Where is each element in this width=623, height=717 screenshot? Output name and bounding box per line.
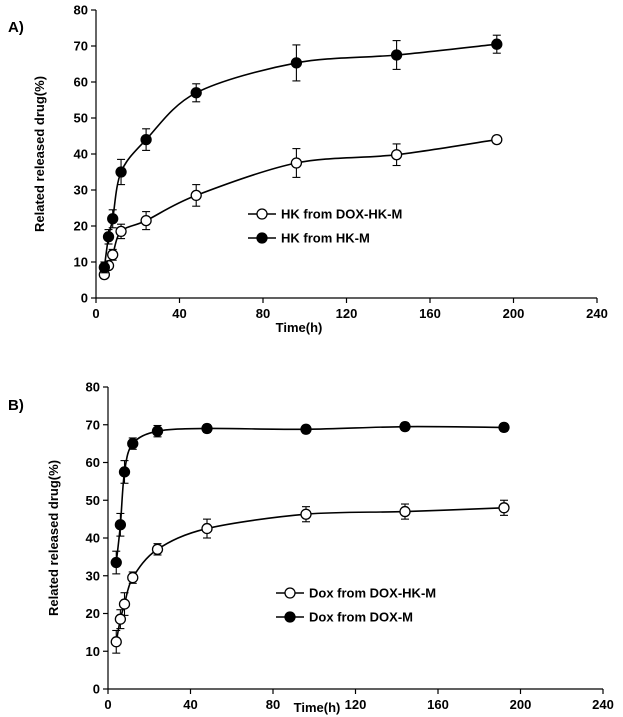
data-point [118,466,131,478]
data-point [201,422,213,435]
legend-marker [256,232,268,244]
data-point [115,225,127,238]
data-point [140,133,152,146]
data-point [102,231,115,243]
series-1 [110,499,510,654]
legend-label: HK from HK-M [281,231,370,246]
legend-label: HK from DOX-HK-M [281,207,402,222]
y-tick-label: 20 [74,219,88,234]
legend-marker [284,611,296,623]
data-point [491,38,503,50]
data-point [127,437,139,450]
x-axis-title: Time(h) [294,700,341,715]
data-point [127,571,139,584]
series-2 [98,34,503,274]
data-point [110,636,122,648]
x-tick-label: 160 [419,306,441,321]
data-point [140,214,152,227]
y-tick-label: 50 [74,111,88,126]
y-tick-label: 60 [74,75,88,90]
legend-label: Dox from DOX-HK-M [309,586,436,601]
y-tick-label: 70 [86,417,100,432]
x-tick-label: 40 [183,697,197,712]
data-point [114,519,127,531]
y-tick-label: 20 [86,606,100,621]
data-point [399,420,411,433]
y-tick-label: 80 [86,380,100,395]
y-tick-label: 10 [86,644,100,659]
panel-label: B) [8,397,24,414]
x-axis-title: Time(h) [276,320,323,335]
data-point [114,613,127,625]
y-tick-label: 0 [81,291,88,306]
panel-label: A) [8,19,24,36]
legend-item-1: HK from DOX-HK-M [248,207,402,222]
y-tick-label: 40 [74,147,88,162]
data-point [390,49,403,61]
x-tick-label: 80 [266,697,280,712]
series-2 [110,420,510,575]
y-tick-label: 30 [86,568,100,583]
y-tick-label: 10 [74,255,88,270]
y-tick-label: 40 [86,531,100,546]
data-point [190,189,202,202]
x-tick-label: 120 [345,697,367,712]
data-point [151,543,164,555]
legend-item-1: Dox from DOX-HK-M [276,586,436,601]
legend: Dox from DOX-HK-M Dox from DOX-M [276,586,436,625]
data-point [110,556,122,569]
data-point [115,166,127,178]
y-tick-label: 0 [93,682,100,697]
x-tick-label: 240 [592,697,614,712]
x-tick-label: 40 [172,306,186,321]
x-tick-label: 160 [427,697,449,712]
data-point [399,505,411,518]
data-point [300,423,312,435]
legend-marker [256,208,268,220]
data-point [201,522,213,535]
y-axis-title: Related released drug(%) [46,460,61,616]
legend-marker [284,587,296,599]
x-tick-label: 0 [92,306,99,321]
x-tick-label: 200 [510,697,532,712]
legend-label: Dox from DOX-M [309,610,413,625]
legend-item-2: Dox from DOX-M [276,610,413,625]
data-point [498,502,510,514]
data-point [390,149,403,161]
data-point [290,57,303,69]
legend: HK from DOX-HK-M HK from HK-M [248,207,402,246]
x-tick-label: 120 [336,306,358,321]
series-line [115,425,505,563]
y-axis-title: Related released drug(%) [32,76,47,232]
series-line [115,507,505,642]
chart-panel-a: A) 0 10 20 30 40 50 60 70 80 0 40 80 120 160 200 240 Time… [8,3,608,336]
y-tick-label: 80 [74,3,88,18]
x-tick-label: 200 [503,306,525,321]
x-tick-label: 80 [256,306,270,321]
data-point [491,133,503,146]
data-point [190,87,202,99]
chart-panel-b: B) 0 10 20 30 40 50 60 70 80 0 40 80 120 160 200 240 Time… [8,380,614,716]
series-line [103,43,497,268]
y-tick-label: 50 [86,493,100,508]
x-tick-label: 240 [586,306,608,321]
data-point [98,261,110,274]
y-tick-label: 70 [74,39,88,54]
y-tick-label: 30 [74,183,88,198]
x-tick-label: 0 [104,697,111,712]
data-point [290,157,303,169]
y-tick-label: 60 [86,455,100,470]
legend-item-2: HK from HK-M [248,231,370,246]
data-point [107,249,119,261]
data-point [107,213,119,225]
data-point [498,421,510,434]
data-point [151,425,164,437]
data-point [118,598,131,610]
data-point [300,508,312,520]
